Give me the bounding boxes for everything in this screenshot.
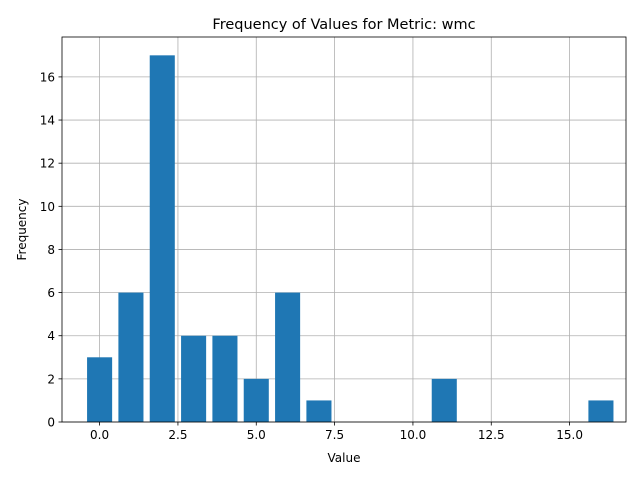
y-tick-label: 12 xyxy=(40,157,55,171)
x-tick-label: 15.0 xyxy=(556,428,583,442)
bar xyxy=(431,378,457,422)
y-tick-label: 10 xyxy=(40,200,55,214)
ticks: 0.0 2.5 5.0 7.5 10.0 12.5 15.0 0 2 4 6 8 10 12 14 16 xyxy=(40,70,583,442)
y-tick-label: 4 xyxy=(47,329,55,343)
x-tick-label: 2.5 xyxy=(168,428,187,442)
bar xyxy=(181,335,207,422)
bar xyxy=(212,335,238,422)
y-axis-label: Frequency xyxy=(15,199,29,261)
chart-title: Frequency of Values for Metric: wmc xyxy=(212,17,475,33)
bars xyxy=(87,55,614,422)
x-tick-label: 5.0 xyxy=(247,428,266,442)
bar xyxy=(243,378,269,422)
y-tick-label: 16 xyxy=(40,70,55,84)
x-axis-label: Value xyxy=(328,451,361,465)
bar xyxy=(306,400,332,422)
x-tick-label: 0.0 xyxy=(90,428,109,442)
y-tick-label: 14 xyxy=(40,114,55,128)
x-tick-label: 12.5 xyxy=(478,428,505,442)
bar xyxy=(149,55,175,422)
x-tick-label: 10.0 xyxy=(400,428,427,442)
y-tick-label: 0 xyxy=(47,416,55,430)
plot-frame xyxy=(61,36,627,423)
x-tick-label: 7.5 xyxy=(325,428,344,442)
y-tick-label: 6 xyxy=(47,286,55,300)
bar xyxy=(118,292,144,422)
bar xyxy=(275,292,301,422)
bar xyxy=(87,357,113,422)
y-tick-label: 8 xyxy=(47,243,55,257)
y-tick-label: 2 xyxy=(47,372,55,386)
bar xyxy=(588,400,614,422)
